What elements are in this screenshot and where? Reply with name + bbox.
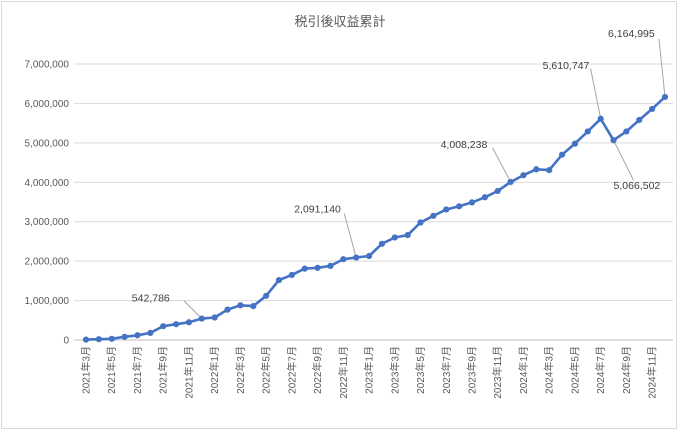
x-axis: 2021年3月 2021年5月 2021年7月 2021年9月 2021年11月 2022…: [80, 346, 659, 399]
x-tick-label: 2023年3月: [388, 346, 401, 394]
data-point: [649, 105, 656, 113]
y-axis: 0 1,000,000 2,000,000 3,000,000 4,000,000 5,0…: [25, 60, 70, 347]
data-point: [391, 234, 398, 241]
data-point: [353, 254, 360, 261]
x-tick-label: 2024年1月: [517, 346, 530, 394]
x-tick-label: 2022年9月: [311, 346, 324, 394]
data-point: [250, 302, 257, 310]
gridlines: [74, 63, 673, 341]
data-point: [636, 116, 643, 124]
annotation-leader: [590, 68, 602, 119]
data-point: [533, 166, 540, 173]
data-point: [623, 128, 630, 135]
data-point: [172, 321, 180, 328]
data-label: 2,091,140: [294, 204, 341, 216]
annotation-leader: [343, 213, 357, 258]
data-point: [301, 265, 308, 272]
data-point: [520, 172, 527, 179]
x-tick-label: 2021年3月: [80, 346, 93, 394]
annotations: 542,786 2,091,140 4,008,238 5,610,747 5,066,…: [132, 28, 661, 305]
data-point: [82, 336, 90, 343]
data-point: [263, 292, 270, 299]
x-tick-label: 2022年7月: [285, 346, 298, 394]
data-point: [237, 302, 244, 309]
x-tick-label: 2023年1月: [363, 346, 376, 394]
y-tick-label: 0: [63, 336, 69, 347]
data-point: [597, 115, 604, 122]
data-point: [404, 232, 411, 239]
data-point: [327, 262, 334, 269]
data-label: 6,164,995: [608, 28, 655, 40]
data-point: [610, 137, 617, 144]
data-point: [134, 332, 141, 339]
data-point: [481, 194, 488, 201]
chart-title: 税引後収益累計: [294, 14, 385, 30]
x-tick-label: 2021年9月: [157, 346, 170, 394]
data-label: 5,066,502: [614, 180, 661, 192]
data-point: [546, 166, 553, 174]
y-tick-label: 2,000,000: [25, 257, 70, 268]
data-point: [198, 315, 205, 322]
annotation-leader: [183, 300, 203, 319]
x-tick-label: 2022年5月: [260, 346, 273, 394]
annotation-leader: [492, 147, 512, 183]
data-point: [443, 206, 450, 213]
x-tick-label: 2024年7月: [594, 346, 607, 394]
data-label: 542,786: [132, 293, 170, 305]
data-point: [224, 306, 231, 313]
data-label: 5,610,747: [543, 60, 590, 72]
series: [82, 93, 669, 343]
data-point: [378, 240, 386, 247]
data-point: [211, 314, 218, 321]
series-line: [85, 95, 666, 341]
data-point: [417, 219, 424, 226]
x-tick-label: 2023年11月: [491, 346, 504, 399]
data-point: [507, 178, 514, 186]
data-point: [456, 203, 463, 210]
y-tick-label: 7,000,000: [25, 60, 70, 71]
y-tick-label: 3,000,000: [25, 217, 70, 228]
annotation-leader: [613, 140, 634, 181]
data-point: [365, 252, 373, 260]
x-tick-label: 2024年9月: [620, 346, 633, 394]
x-tick-label: 2022年3月: [234, 346, 247, 394]
x-tick-label: 2022年11月: [337, 346, 350, 399]
data-point: [121, 333, 128, 340]
x-tick-label: 2021年5月: [105, 346, 118, 394]
annotation-leader: [658, 38, 666, 97]
data-point: [160, 323, 167, 330]
x-tick-label: 2021年7月: [131, 346, 144, 394]
x-tick-label: 2024年5月: [568, 346, 581, 394]
data-point: [571, 140, 579, 147]
x-tick-label: 2023年9月: [466, 346, 479, 394]
x-tick-label: 2021年11月: [182, 346, 195, 399]
data-point: [494, 187, 501, 195]
data-point: [558, 151, 566, 158]
x-tick-label: 2024年3月: [543, 346, 556, 394]
data-point: [95, 336, 102, 343]
data-point: [314, 264, 321, 271]
data-point: [468, 199, 476, 206]
y-tick-label: 6,000,000: [25, 99, 70, 110]
data-point: [185, 319, 193, 326]
data-point: [275, 276, 283, 284]
annotation-leaders: [183, 38, 666, 319]
data-point: [584, 128, 591, 135]
data-point: [147, 329, 154, 337]
data-point: [288, 271, 295, 279]
x-tick-label: 2023年5月: [414, 346, 427, 394]
y-tick-label: 1,000,000: [25, 296, 70, 307]
data-point: [430, 212, 437, 219]
y-tick-label: 4,000,000: [25, 178, 70, 189]
x-tick-label: 2023年7月: [440, 346, 453, 394]
data-point: [108, 335, 115, 342]
data-point: [661, 93, 669, 101]
x-tick-label: 2024年11月: [646, 346, 659, 399]
data-point: [340, 256, 347, 263]
data-label: 4,008,238: [441, 139, 488, 151]
x-tick-label: 2022年1月: [208, 346, 221, 394]
y-tick-label: 5,000,000: [25, 138, 70, 149]
